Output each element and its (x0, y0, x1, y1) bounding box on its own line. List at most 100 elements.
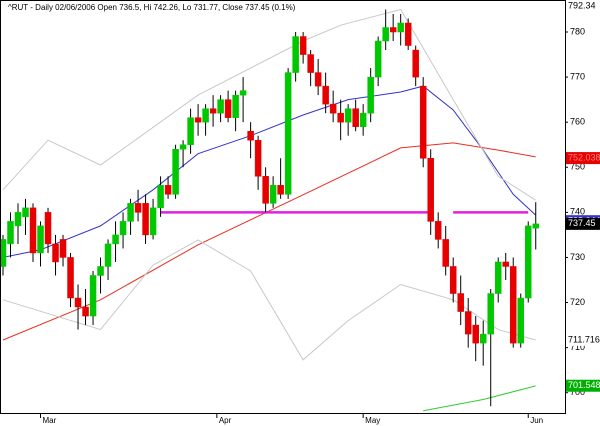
candle-body (329, 103, 337, 114)
candle-body (494, 261, 502, 294)
candle-body (517, 297, 524, 344)
candle-body (397, 22, 404, 33)
candle-body (434, 221, 442, 240)
candle-body (179, 144, 187, 150)
value-label-box (566, 379, 600, 392)
candle-body (29, 207, 37, 254)
candle-body (502, 261, 509, 267)
overlay-line (423, 385, 536, 412)
value-label-box (566, 217, 600, 230)
candle-body (314, 72, 322, 87)
candle-body (194, 117, 202, 123)
y-tick-label: 770 (570, 71, 585, 81)
candle-body (119, 221, 127, 236)
y-tick-label: 700 (570, 387, 585, 397)
y-tick-label: 730 (570, 252, 585, 262)
candle-body (127, 203, 134, 222)
candle-body (344, 108, 352, 123)
value-label: 701.548 (568, 380, 600, 390)
candle-body (224, 99, 232, 118)
candle-body (442, 239, 449, 267)
y-tick-label: 740 (570, 207, 585, 217)
candle-body (7, 221, 14, 245)
candle-body (464, 311, 472, 335)
candle-body (22, 207, 29, 218)
candle-body (247, 130, 254, 141)
candle-body (509, 266, 517, 344)
candle-body (404, 22, 412, 46)
candle-body (134, 203, 142, 213)
candle-body (284, 72, 292, 195)
candle-body (412, 49, 419, 78)
x-tick-label: May (365, 416, 380, 425)
candle-body (59, 239, 67, 258)
y-tick-label: 750 (570, 162, 585, 172)
candle-body (472, 324, 479, 344)
value-label-box (566, 0, 600, 12)
candle-body (322, 85, 329, 105)
candle-body (382, 27, 389, 42)
candle-body (367, 76, 374, 114)
candle-body (52, 243, 59, 263)
candle-body (142, 203, 149, 236)
candle-body (352, 108, 359, 127)
candle-body (532, 223, 539, 229)
candle-body (449, 266, 457, 294)
overlay-line (2, 142, 536, 341)
candle-body (292, 36, 299, 73)
value-label-box (566, 333, 600, 346)
candle-body (389, 27, 397, 33)
candle-body (74, 297, 82, 308)
value-label: 792.34 (568, 0, 596, 10)
candle-body (104, 243, 112, 267)
candle-body (254, 139, 262, 177)
candle-body (217, 99, 224, 114)
candle-body (112, 234, 119, 245)
candle-body (209, 108, 217, 114)
candle-body (14, 212, 22, 227)
x-tick-label: Jun (530, 416, 543, 425)
y-tick-label: 710 (570, 342, 585, 352)
candle-body (187, 117, 194, 145)
candle-body (299, 36, 307, 55)
candle-body (262, 176, 269, 204)
y-tick-label: 720 (570, 297, 585, 307)
candle-body (164, 185, 172, 195)
candle-body (524, 225, 532, 299)
candle-body (232, 94, 239, 118)
candle-body (37, 225, 44, 254)
candle-body (97, 266, 104, 276)
candle-body (337, 112, 344, 123)
value-label: 711.716 (568, 334, 600, 344)
candle-body (269, 185, 277, 204)
candle-body (239, 90, 247, 96)
y-tick-label: 780 (570, 26, 585, 36)
value-label: 752.038 (568, 152, 600, 162)
candle-body (487, 293, 494, 335)
candle-body (359, 112, 367, 127)
candle-body (172, 148, 179, 195)
candle-body (479, 333, 487, 344)
candle-body (427, 158, 434, 222)
candle-body (157, 185, 164, 209)
candle-body (277, 185, 284, 195)
x-tick-label: Apr (219, 416, 232, 425)
y-tick-label: 760 (570, 117, 585, 127)
candle-body (374, 40, 382, 78)
candle-body (457, 293, 464, 312)
x-tick-label: Mar (43, 416, 57, 425)
candle-body (82, 306, 89, 317)
candle-body (149, 207, 157, 236)
candle-body (419, 85, 427, 159)
value-label: 737.45 (568, 218, 596, 228)
candle-body (44, 212, 52, 245)
candle-body (307, 54, 314, 73)
candle-body (202, 108, 209, 123)
candle-body (89, 275, 97, 317)
chart-title: ^RUT - Daily 02/06/2006 Open 736.5, Hi 7… (8, 3, 296, 12)
plot-frame (0, 0, 566, 414)
overlay-line (2, 8, 536, 201)
candle-body (67, 257, 74, 299)
value-label-box (566, 152, 600, 165)
